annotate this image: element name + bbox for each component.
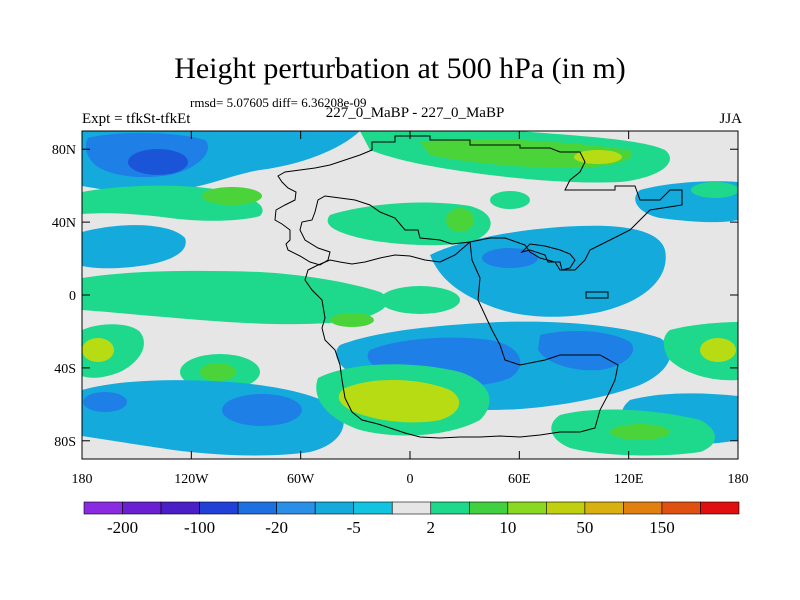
y-axis: 80N 40N 0 40S 80S: [52, 143, 738, 450]
y-tick-label: 40N: [52, 216, 76, 231]
colorbar-swatch: [584, 501, 624, 515]
colorbar-swatch: [160, 501, 200, 515]
y-tick-label: 80N: [52, 143, 76, 158]
contour-light-blue-west-tropics: [82, 225, 186, 269]
coastline-north-continent: [274, 135, 683, 271]
colorbar-swatch: [700, 501, 740, 515]
contour-green-atlantic-tropics: [380, 286, 460, 314]
colorbar-label: -100: [184, 518, 215, 537]
colorbar-label: -20: [265, 518, 288, 537]
colorbar-swatch: [546, 501, 586, 515]
stats-label: rmsd= 5.07605 diff= 6.36208e-09: [190, 95, 367, 110]
colorbar-swatch: [237, 501, 277, 515]
contour-green-northeast: [691, 182, 738, 198]
contour-yellow-antarctic: [338, 379, 460, 423]
contour-field: [82, 131, 738, 459]
x-tick-label: 180: [72, 472, 93, 487]
y-tick-label: 40S: [54, 362, 76, 377]
colorbar-swatch: [122, 501, 162, 515]
contour-green2-europe: [446, 208, 474, 232]
contour-light-blue-asia: [430, 225, 666, 317]
colorbar-swatch: [661, 501, 701, 515]
contour-yellow-north: [574, 150, 622, 164]
colorbar-swatch: [468, 501, 509, 515]
colorbar-swatch: [199, 501, 239, 515]
plot-title: Height perturbation at 500 hPa (in m): [174, 52, 626, 85]
colorbar-label: -5: [347, 518, 361, 537]
colorbar-swatch: [83, 501, 123, 515]
y-tick-label: 80S: [54, 435, 76, 450]
colorbar-swatch: [507, 501, 547, 515]
contour-green-central-asia: [490, 191, 530, 209]
coastline-africa-south: [304, 240, 619, 439]
contour-mid-blue-asia: [482, 248, 538, 268]
y-tick-label: 0: [69, 289, 76, 304]
colorbar-swatch: [353, 501, 393, 515]
coastlines: [274, 135, 683, 439]
colorbar-label: 50: [576, 518, 593, 537]
colorbar: -200 -100 -20 -5 2 10 50 150: [83, 501, 740, 537]
contour-yellow-southeast: [700, 338, 736, 362]
colorbar-swatch: [391, 501, 432, 515]
x-tick-label: 60E: [508, 472, 531, 487]
colorbar-label: 10: [499, 518, 516, 537]
colorbar-swatch: [314, 501, 355, 515]
season-label: JJA: [719, 111, 742, 127]
contour-green2-south-pacific: [200, 363, 236, 381]
case-label: 227_0_MaBP - 227_0_MaBP: [325, 105, 505, 121]
colorbar-label: 2: [427, 518, 436, 537]
contour-mid-blue-southwest-polar: [83, 392, 127, 412]
contour-green-tropics: [82, 270, 388, 325]
x-tick-label: 0: [407, 472, 414, 487]
x-tick-label: 120E: [614, 472, 644, 487]
coastline-island: [585, 291, 609, 299]
colorbar-label: 150: [649, 518, 675, 537]
x-tick-label: 180: [728, 472, 749, 487]
colorbar-swatch: [623, 501, 663, 515]
contour-dark-blue-northwest: [128, 149, 188, 175]
colorbar-swatch: [430, 501, 470, 515]
contour-yellow-southwest: [82, 338, 114, 362]
contour-mid-blue-south-polar: [222, 394, 302, 426]
colorbar-swatch: [276, 501, 316, 515]
coastline-inland-sea: [520, 243, 576, 271]
colorbar-label: -200: [107, 518, 138, 537]
x-tick-label: 60W: [287, 472, 315, 487]
contour-green2-southeast-polar: [610, 424, 670, 440]
experiment-label: Expt = tfkSt-tfkEt: [82, 111, 191, 127]
contour-yellow-green-mid-pacific: [202, 187, 262, 205]
x-tick-label: 120W: [174, 472, 209, 487]
x-axis: 180 120W 60W 0 60E 120E 180: [72, 131, 749, 487]
contour-green2-atlantic: [330, 313, 374, 327]
